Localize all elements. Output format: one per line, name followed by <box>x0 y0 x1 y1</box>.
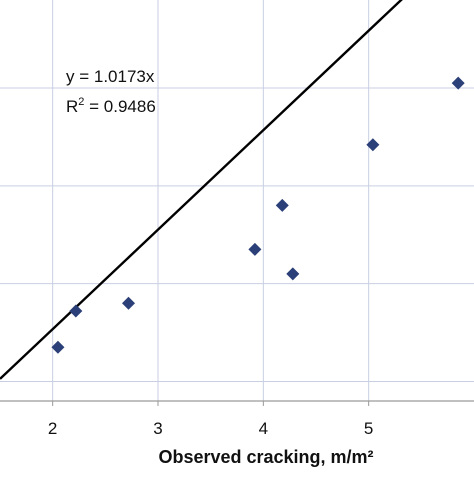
r-squared-value: = 0.9486 <box>84 97 155 116</box>
x-axis-label: Observed cracking, m/m² <box>158 447 373 467</box>
r-squared-symbol: R <box>66 97 78 116</box>
data-point <box>451 76 465 90</box>
x-tick-label: 3 <box>153 419 162 438</box>
data-point <box>248 242 262 256</box>
x-tick-label: 5 <box>364 419 373 438</box>
data-point <box>69 304 83 318</box>
r-squared-superscript: 2 <box>78 96 84 108</box>
trendline-layer <box>0 0 403 380</box>
data-point <box>366 138 380 152</box>
data-points-layer <box>51 76 465 354</box>
axis-layer <box>0 400 474 406</box>
data-point <box>51 340 65 354</box>
grid-layer <box>0 0 474 401</box>
trendline <box>0 0 403 380</box>
r-squared-label: R2 = 0.9486 <box>66 96 156 116</box>
data-point <box>275 198 289 212</box>
data-point <box>122 296 136 310</box>
equation-label: y = 1.0173x <box>66 67 155 86</box>
data-point <box>286 267 300 281</box>
x-tick-labels: 2 3 4 5 <box>48 419 373 438</box>
x-tick-label: 2 <box>48 419 57 438</box>
x-tick-label: 4 <box>259 419 268 438</box>
